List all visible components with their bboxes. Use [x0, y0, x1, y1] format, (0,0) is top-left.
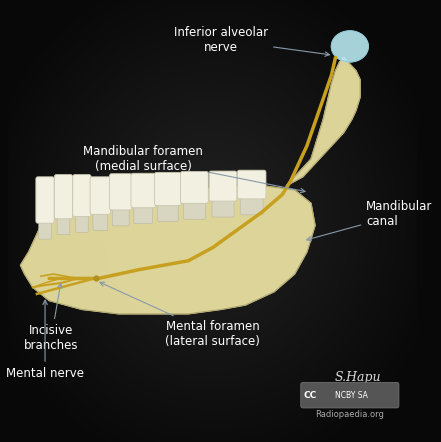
Ellipse shape	[332, 31, 368, 62]
Text: Radiopaedia.org: Radiopaedia.org	[315, 410, 384, 419]
FancyBboxPatch shape	[75, 211, 88, 232]
Ellipse shape	[176, 181, 250, 261]
Text: Incisive
branches: Incisive branches	[24, 283, 78, 352]
Ellipse shape	[112, 111, 314, 331]
Ellipse shape	[194, 201, 231, 241]
Text: Mandibular
canal: Mandibular canal	[306, 200, 433, 241]
Text: Mental foramen
(lateral surface): Mental foramen (lateral surface)	[100, 282, 260, 348]
FancyBboxPatch shape	[54, 175, 73, 219]
Ellipse shape	[102, 102, 323, 340]
FancyBboxPatch shape	[93, 209, 108, 230]
Ellipse shape	[75, 72, 351, 370]
Text: Mandibular foramen
(medial surface): Mandibular foramen (medial surface)	[83, 145, 305, 193]
Ellipse shape	[139, 141, 287, 301]
Ellipse shape	[185, 191, 240, 251]
FancyBboxPatch shape	[57, 213, 70, 235]
Ellipse shape	[10, 2, 415, 440]
Ellipse shape	[121, 122, 305, 320]
Ellipse shape	[148, 151, 277, 291]
FancyBboxPatch shape	[154, 172, 181, 206]
FancyBboxPatch shape	[39, 218, 52, 239]
FancyBboxPatch shape	[109, 174, 132, 210]
Polygon shape	[21, 186, 315, 314]
Text: CC: CC	[303, 391, 317, 400]
Ellipse shape	[167, 171, 259, 271]
FancyBboxPatch shape	[134, 202, 153, 224]
FancyBboxPatch shape	[237, 170, 266, 199]
Text: Mental nerve: Mental nerve	[6, 300, 84, 380]
FancyBboxPatch shape	[212, 196, 234, 217]
Ellipse shape	[204, 211, 222, 231]
Text: Inferior alveolar
nerve: Inferior alveolar nerve	[174, 26, 329, 56]
FancyBboxPatch shape	[131, 173, 156, 208]
Ellipse shape	[38, 32, 388, 410]
Ellipse shape	[56, 52, 369, 390]
Ellipse shape	[19, 12, 406, 430]
Ellipse shape	[157, 161, 268, 281]
Ellipse shape	[66, 62, 360, 380]
Ellipse shape	[93, 91, 333, 350]
Ellipse shape	[29, 22, 397, 420]
FancyBboxPatch shape	[112, 205, 129, 226]
Ellipse shape	[84, 82, 342, 360]
FancyBboxPatch shape	[157, 200, 178, 221]
Ellipse shape	[47, 42, 378, 400]
FancyBboxPatch shape	[90, 177, 111, 214]
FancyBboxPatch shape	[301, 382, 399, 408]
FancyBboxPatch shape	[240, 194, 263, 215]
FancyBboxPatch shape	[180, 171, 208, 203]
Polygon shape	[287, 57, 360, 186]
FancyBboxPatch shape	[183, 198, 206, 219]
Text: NCBY SA: NCBY SA	[336, 391, 368, 400]
Ellipse shape	[1, 0, 425, 442]
Text: S.Hapu: S.Hapu	[335, 371, 381, 385]
FancyBboxPatch shape	[209, 171, 237, 201]
Ellipse shape	[130, 132, 295, 310]
FancyBboxPatch shape	[36, 177, 54, 223]
FancyBboxPatch shape	[73, 175, 91, 217]
